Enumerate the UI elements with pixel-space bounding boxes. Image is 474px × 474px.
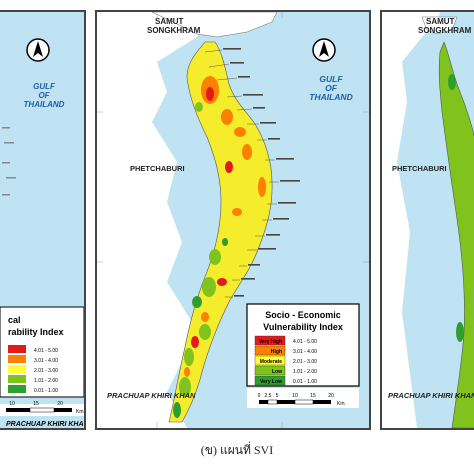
left-map-svg: GULF OF THAILAND cal rability Index 4.01… — [0, 12, 85, 428]
graticule — [97, 12, 369, 428]
left-legend: cal rability Index 4.01 - 5.00 3.01 - 4.… — [0, 306, 84, 398]
province-label: PHETCHABURI — [130, 164, 185, 173]
svi-low-patches — [173, 102, 228, 418]
legend-title-line2: Vulnerability Index — [263, 322, 343, 332]
legend-range-label: 4.01 - 5.00 — [293, 339, 317, 345]
scale-tick: 2.5 — [265, 393, 272, 399]
legend-title-line2: rability Index — [8, 327, 64, 337]
legend-range-label: 2.01 - 3.00 — [293, 359, 317, 365]
district-leader-lines — [204, 49, 279, 298]
north-province-label-line1: SAMUT — [426, 17, 455, 26]
legend-class-label: High — [271, 349, 282, 355]
scale-tick: 10 — [9, 401, 15, 407]
legend-class-label: Very High — [259, 339, 282, 345]
sea-label-line2: OF — [38, 91, 50, 100]
north-province-label-line1: SAMUT — [155, 17, 184, 26]
coastal-svi-strip — [168, 41, 273, 423]
svi-legend: Socio - Economic Vulnerability Index Ver… — [246, 303, 360, 387]
left-district-labels — [2, 127, 16, 196]
right-map-svg: SAMUT SONGKHRAM PHETCHABURI PRACHUAP KHI… — [382, 12, 474, 428]
legend-title-line1: Socio - Economic — [265, 310, 341, 320]
left-map-panel: GULF OF THAILAND cal rability Index 4.01… — [0, 10, 86, 430]
scale-tick: 15 — [33, 401, 39, 407]
north-province-label-line2: SONGKHRAM — [418, 26, 472, 35]
scale-unit: Km. — [76, 409, 85, 415]
legend-swatch — [254, 365, 286, 376]
scale-tick: 20 — [328, 393, 334, 399]
legend-swatch-high — [8, 355, 26, 363]
province-label: PHETCHABURI — [392, 164, 447, 173]
index-patch — [448, 74, 456, 90]
legend-class-label: Low — [272, 369, 282, 375]
scale-tick: 20 — [57, 401, 63, 407]
samut-songkhram-area — [151, 12, 278, 38]
sea-label-line1: GULF — [319, 74, 343, 84]
legend-class-label: Very Low — [260, 379, 282, 385]
legend-range: 1.01 - 2.00 — [34, 378, 58, 384]
scale-unit: Km. — [337, 401, 346, 407]
legend-swatch-very-low — [8, 385, 26, 393]
coastal-index-strip — [438, 41, 474, 428]
land-area — [382, 12, 440, 428]
legend-swatch-moderate — [8, 365, 26, 373]
legend-class-label: Moderate — [260, 359, 282, 365]
south-province-label: PRACHUAP KHIRI KHAN — [388, 391, 474, 400]
legend-range-label: 0.01 - 1.00 — [293, 379, 317, 385]
legend-swatch — [254, 355, 286, 366]
legend-range: 0.01 - 1.00 — [34, 388, 58, 394]
sea-label-line2: OF — [325, 83, 338, 93]
legend-range-label: 3.01 - 4.00 — [293, 349, 317, 355]
legend-swatch — [254, 345, 286, 356]
legend-title-line1: cal — [8, 315, 21, 325]
legend-swatch-low — [8, 375, 26, 383]
svi-high-patches — [184, 76, 266, 377]
north-province-label-line2: SONGKHRAM — [147, 26, 201, 35]
sea-label-line1: GULF — [33, 82, 56, 91]
scale-tick: 0 — [258, 393, 261, 399]
legend-range: 3.01 - 4.00 — [34, 358, 58, 364]
left-scale-bar: 10 15 20 Km. — [0, 401, 85, 416]
scale-tick: 5 — [276, 393, 279, 399]
sea-label-line3: THAILAND — [24, 100, 65, 109]
legend-swatch-very-high — [8, 345, 26, 353]
legend-range: 4.01 - 5.00 — [34, 348, 58, 354]
legend-swatch — [254, 335, 286, 346]
south-province-label: PRACHUAP KHIRI KHA — [6, 421, 84, 428]
right-map-panel: SAMUT SONGKHRAM PHETCHABURI PRACHUAP KHI… — [380, 10, 474, 430]
legend-range-label: 1.01 - 2.00 — [293, 369, 317, 375]
legend-range: 2.01 - 3.00 — [34, 368, 58, 374]
center-scale-bar: 0 2.5 5 10 15 20 Km. — [247, 388, 359, 408]
legend-swatch — [254, 375, 286, 386]
district-labels — [223, 48, 300, 297]
scale-tick: 10 — [292, 393, 298, 399]
figure-caption: (ข) แผนที่ SVI — [200, 443, 274, 457]
index-patch — [456, 322, 464, 342]
samut-songkhram-area — [421, 16, 458, 35]
center-map-svg: SAMUT SONGKHRAM GULF OF THAILAND PHETCHA… — [97, 12, 369, 428]
north-arrow-icon — [26, 38, 50, 62]
sea-label-line3: THAILAND — [309, 92, 352, 102]
south-province-label: PRACHUAP KHIRI KHAN — [107, 391, 196, 400]
land-area — [97, 12, 207, 428]
north-arrow-icon — [312, 38, 336, 62]
scale-tick: 15 — [310, 393, 316, 399]
center-map-panel: SAMUT SONGKHRAM GULF OF THAILAND PHETCHA… — [95, 10, 371, 430]
